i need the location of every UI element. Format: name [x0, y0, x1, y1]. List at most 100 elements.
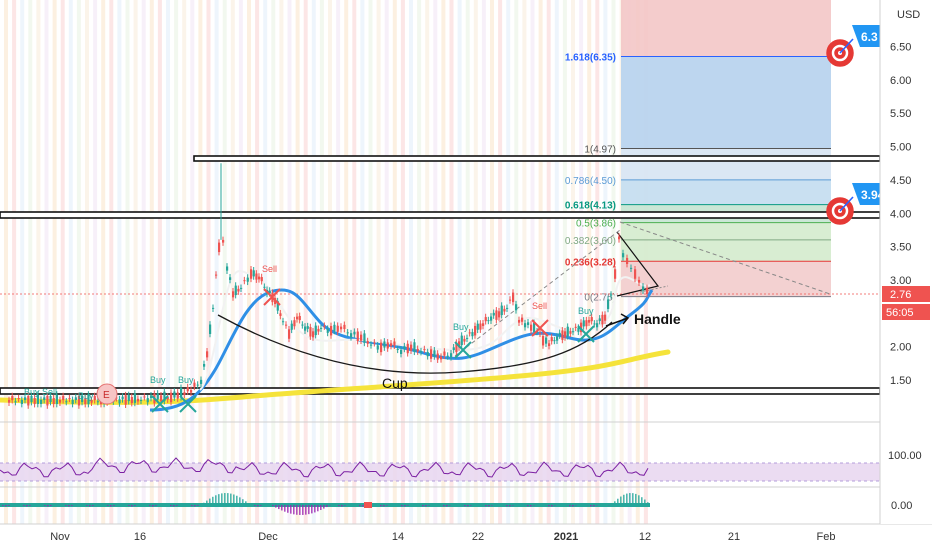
macd-bar	[620, 496, 622, 505]
candle	[36, 391, 39, 408]
currency-label: USD	[897, 9, 920, 21]
candle	[509, 296, 512, 304]
macd-bar	[272, 505, 274, 507]
session-band	[166, 0, 170, 524]
candle-body	[252, 270, 255, 277]
candle-body	[452, 347, 455, 350]
candle	[440, 353, 443, 363]
candle-body	[350, 333, 353, 338]
time-axis-label: Dec	[258, 531, 278, 543]
candle	[121, 393, 124, 403]
macd-bar	[14, 503, 16, 505]
candle-body	[458, 341, 461, 348]
macd-bar	[401, 505, 403, 507]
macd-bar	[416, 503, 418, 505]
session-band	[344, 0, 349, 524]
earnings-badge[interactable]: E	[96, 383, 118, 405]
candle-body	[130, 396, 133, 404]
macd-bar	[263, 504, 265, 505]
candle-body	[36, 394, 39, 405]
candle	[452, 343, 455, 354]
signal-cross-icon	[179, 395, 197, 413]
candle	[252, 266, 255, 280]
candle-body	[232, 291, 235, 298]
macd-bar	[221, 493, 223, 505]
candle	[593, 320, 596, 328]
candle-body	[561, 330, 564, 340]
candle	[146, 394, 149, 406]
session-band	[93, 0, 98, 524]
candle-body	[20, 399, 23, 405]
candle	[503, 305, 506, 315]
candle-body	[200, 379, 203, 385]
macd-bar	[518, 503, 520, 505]
candle-body	[630, 267, 633, 269]
candle-body	[215, 274, 218, 276]
macd-bar	[551, 505, 553, 507]
candle-body	[306, 326, 309, 329]
candle	[630, 264, 633, 272]
macd-bar	[626, 493, 628, 505]
macd-bar	[299, 505, 301, 515]
candle-body	[304, 326, 307, 331]
candle	[11, 392, 14, 404]
candle	[604, 311, 607, 325]
candle	[423, 345, 426, 354]
candle	[490, 313, 493, 324]
candle-body	[410, 344, 413, 351]
macd-bar	[257, 505, 259, 507]
macd-bar	[236, 495, 238, 505]
macd-bar	[389, 504, 391, 505]
candle-body	[373, 342, 376, 344]
macd-bar	[350, 503, 352, 505]
candle	[30, 392, 33, 406]
session-band	[182, 0, 187, 524]
price-targets[interactable]: 6.3 3.94	[826, 25, 885, 225]
candle	[585, 316, 588, 330]
session-band	[449, 0, 454, 524]
candle-body	[282, 321, 285, 323]
candle	[234, 282, 237, 299]
session-band	[222, 0, 227, 524]
macd-bar	[560, 503, 562, 505]
candle	[260, 273, 263, 285]
candle-body	[127, 395, 130, 402]
candle-body	[380, 342, 383, 353]
macd-bar	[173, 505, 175, 507]
support-box	[0, 387, 881, 395]
macd-bar	[233, 494, 235, 505]
candle-body	[471, 332, 474, 337]
session-band	[465, 0, 470, 524]
candle	[243, 276, 246, 285]
candle-body	[240, 287, 243, 289]
macd-bar	[431, 504, 433, 505]
macd-bar	[281, 505, 283, 511]
candle-body	[173, 391, 176, 398]
session-band	[190, 0, 195, 524]
candle	[8, 396, 11, 407]
fib-level-label: 0.618(4.13)	[565, 201, 616, 212]
candle	[512, 289, 515, 306]
macd-bar	[644, 499, 646, 505]
session-band	[579, 0, 584, 524]
handle-triangle	[616, 231, 660, 297]
candle-body	[558, 332, 561, 336]
macd-bar	[647, 502, 649, 505]
session-bands	[4, 0, 648, 524]
candle	[446, 352, 449, 360]
candle-body	[206, 351, 209, 358]
macd-bar	[155, 505, 157, 506]
macd-bar	[278, 505, 280, 510]
candle	[646, 284, 649, 298]
session-band	[473, 0, 478, 524]
price-axis[interactable]	[880, 0, 932, 524]
candle	[183, 388, 186, 399]
candle	[222, 236, 225, 246]
time-axis[interactable]: Nov 16 Dec 14 22 2021 12 21 Feb	[50, 531, 835, 543]
macd-bar	[5, 505, 7, 507]
session-band	[238, 0, 243, 524]
macd-bar	[407, 505, 409, 506]
candle-body	[81, 395, 84, 403]
macd-bar	[194, 505, 196, 507]
